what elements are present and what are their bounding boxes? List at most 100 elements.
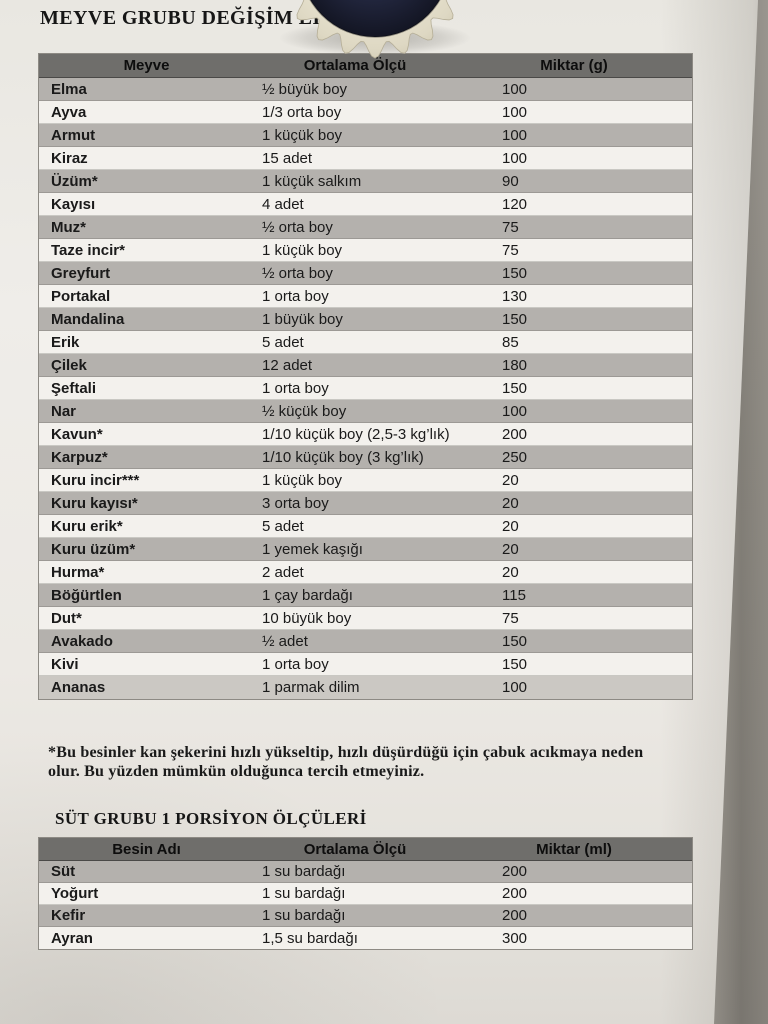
food-name: Kayısı [51,195,96,213]
avg-measure: 2 adet [262,563,304,581]
avg-measure: 12 adet [262,356,313,374]
table-row: Elma ½ büyük boy 100 [39,78,692,101]
amount: 100 [502,679,528,696]
table-row: Kuru erik* 5 adet 20 [39,515,692,538]
table-row: Greyfurt ½ orta boy 150 [39,262,692,285]
table-row: Yoğurt 1 su bardağı 200 [39,883,692,905]
column-header-measure: Ortalama Ölçü [303,57,407,74]
food-name: Çilek [51,356,87,374]
table-row: Hurma* 2 adet 20 [39,561,692,584]
avg-measure: 1/10 küçük boy (3 kg’lık) [262,448,424,466]
amount: 200 [502,863,528,880]
avg-measure: 15 adet [262,149,313,167]
food-name: Ayva [51,103,87,121]
avg-measure: 1 büyük boy [262,310,343,328]
food-name: Kuru incir*** [51,471,140,489]
food-name: Taze incir* [51,241,125,259]
avg-measure: 1 su bardağı [262,907,346,924]
amount: 75 [502,218,519,236]
amount: 130 [502,287,528,305]
table-row: Kuru incir*** 1 küçük boy 20 [39,469,692,492]
food-name: Kuru erik* [51,517,123,535]
footnote: *Bu besinler kan şekerini hızlı yükselti… [48,743,694,781]
footnote-line: olur. Bu yüzden mümkün olduğunca tercih … [48,763,425,780]
food-name: Karpuz* [51,448,108,466]
table-row: Dut* 10 büyük boy 75 [39,607,692,630]
food-name: Greyfurt [51,264,111,282]
amount: 20 [502,494,519,512]
avg-measure: 1 su bardağı [262,863,346,880]
amount: 75 [502,241,519,259]
table-row: Ayva 1/3 orta boy 100 [39,101,692,124]
milk-section-title: SÜT GRUBU 1 PORSİYON ÖLÇÜLERİ [55,809,367,828]
amount: 115 [502,586,526,604]
food-name: Kivi [51,655,79,673]
table-row: Avakado ½ adet 150 [39,630,692,653]
avg-measure: 1 parmak dilim [262,679,360,696]
table-body: Süt 1 su bardağı 200 Yoğurt 1 su bardağı 200 K… [39,861,692,949]
food-name: Hurma* [51,563,105,581]
table-row: Portakal 1 orta boy 130 [39,285,692,308]
avg-measure: 3 orta boy [262,494,329,512]
avg-measure: 1 yemek kaşığı [262,540,363,558]
food-name: Böğürtlen [51,586,122,604]
food-name: Elma [51,80,87,98]
table-header-row: Meyve Ortalama Ölçü Miktar (g) [39,54,692,78]
table-row: Çilek 12 adet 180 [39,354,692,377]
food-name: Şeftali [51,379,97,397]
amount: 150 [502,655,528,673]
amount: 75 [502,609,519,627]
table-row: Kuru üzüm* 1 yemek kaşığı 20 [39,538,692,561]
fruit-exchange-table: Meyve Ortalama Ölçü Miktar (g) Elma ½ büy… [38,53,693,700]
food-name: Ananas [51,679,106,696]
avg-measure: 5 adet [262,333,304,351]
amount: 20 [502,517,519,535]
food-name: Üzüm* [51,172,98,190]
table-row: Erik 5 adet 85 [39,331,692,354]
food-name: Kavun* [51,425,103,443]
food-name: Yoğurt [51,885,99,902]
avg-measure: 1/10 küçük boy (2,5-3 kg’lık) [262,425,450,443]
food-name: Mandalina [51,310,125,328]
document-content: MEYVE GRUBU DEĞİŞİM LİSTESİ Meyve Ortala… [38,0,694,950]
amount: 20 [502,563,519,581]
amount: 300 [502,929,528,947]
amount: 100 [502,80,528,98]
food-name: Süt [51,863,76,880]
food-name: Kuru kayısı* [51,494,138,512]
avg-measure: 1 orta boy [262,655,329,673]
avg-measure: 1 orta boy [262,379,329,397]
amount: 200 [502,425,528,443]
table-row: Böğürtlen 1 çay bardağı 115 [39,584,692,607]
food-name: Kefir [51,907,86,924]
fruit-section-title: MEYVE GRUBU DEĞİŞİM LİSTESİ [40,7,380,29]
amount: 90 [502,172,519,190]
amount: 200 [502,885,528,902]
amount: 100 [502,103,528,121]
table-row: Nar ½ küçük boy 100 [39,400,692,423]
table-row: Süt 1 su bardağı 200 [39,861,692,883]
food-name: Kiraz [51,149,88,167]
food-name: Nar [51,402,77,420]
food-name: Portakal [51,287,111,305]
column-header-food: Besin Adı [112,840,181,858]
table-header-row: Besin Adı Ortalama Ölçü Miktar (ml) [39,838,692,861]
avg-measure: 1 küçük salkım [262,172,362,190]
cap-center-ring [309,0,441,38]
avg-measure: 10 büyük boy [262,609,352,627]
table-row: Kayısı 4 adet 120 [39,193,692,216]
column-header-amount: Miktar (ml) [536,840,612,858]
column-header-food: Meyve [123,57,170,74]
avg-measure: ½ büyük boy [262,80,348,98]
avg-measure: 1 orta boy [262,287,329,305]
amount: 120 [502,195,528,213]
cap-center-disc [310,0,440,37]
table-row: Kivi 1 orta boy 150 [39,653,692,676]
avg-measure: 1,5 su bardağı [262,929,358,947]
column-header-measure: Ortalama Ölçü [303,840,407,858]
table-row: Muz* ½ orta boy 75 [39,216,692,239]
footnote-line: *Bu besinler kan şekerini hızlı yükselti… [48,744,644,761]
table-body: Elma ½ büyük boy 100 Ayva 1/3 orta boy 100 Arm… [39,78,692,699]
food-name: Dut* [51,609,82,627]
